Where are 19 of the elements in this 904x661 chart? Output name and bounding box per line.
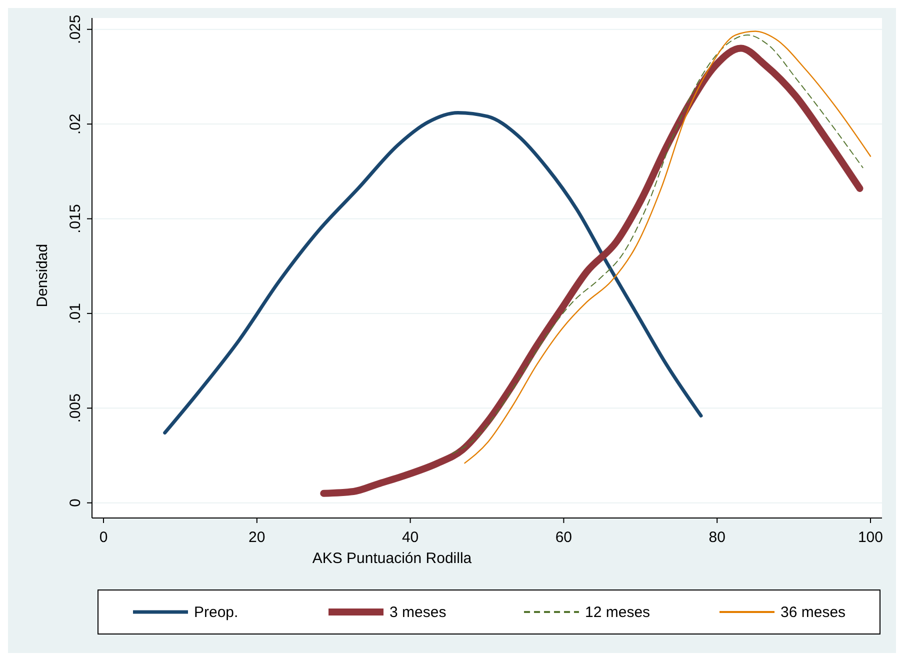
x-axis-title: AKS Puntuación Rodilla [312, 550, 472, 567]
x-tick-label: 0 [99, 529, 108, 546]
x-tick-label: 20 [248, 529, 266, 546]
y-tick-label: .02 [67, 114, 84, 134]
legend-label: 3 meses [390, 604, 446, 621]
y-tick-label: .025 [67, 14, 84, 44]
y-tick-label: .005 [67, 394, 84, 423]
y-tick-label: .01 [67, 303, 84, 324]
x-tick-label: 100 [858, 529, 884, 546]
legend-label: 36 meses [780, 604, 846, 621]
legend-label: 12 meses [585, 604, 650, 621]
x-tick-label: 60 [555, 529, 572, 546]
y-tick-label: 0 [67, 498, 84, 508]
y-tick-label: .015 [67, 204, 84, 234]
legend-label: Preop. [194, 604, 238, 621]
line-series [163, 110, 703, 435]
x-tick-label: 40 [402, 529, 419, 546]
x-tick-label: 80 [708, 529, 726, 546]
y-axis-title: Densidad [34, 244, 51, 308]
